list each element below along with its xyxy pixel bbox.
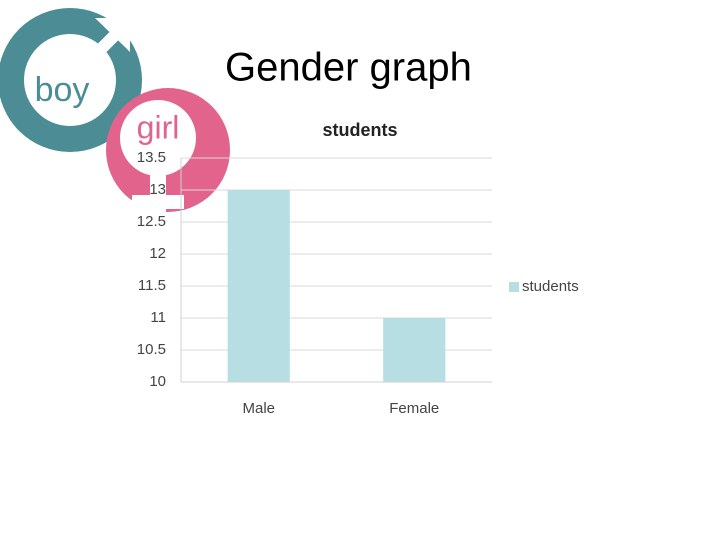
y-tick-label: 10 bbox=[149, 373, 166, 390]
bar bbox=[383, 318, 446, 382]
x-tick-label: Female bbox=[389, 400, 439, 417]
y-tick-label: 12.5 bbox=[137, 213, 166, 230]
girl-cross-bar bbox=[132, 195, 184, 209]
x-tick-label: Male bbox=[242, 400, 275, 417]
boy-ring bbox=[24, 34, 116, 126]
girl-ring bbox=[120, 100, 196, 176]
y-tick-label: 13 bbox=[149, 181, 166, 198]
legend-swatch bbox=[509, 282, 519, 292]
y-tick-label: 10.5 bbox=[137, 341, 166, 358]
chart-title: students bbox=[322, 120, 397, 140]
y-tick-label: 11 bbox=[150, 309, 166, 326]
boy-arrow-head bbox=[95, 18, 130, 52]
boy-label: boy bbox=[35, 71, 90, 109]
girl-label: girl bbox=[137, 109, 180, 145]
boy-icon: boy bbox=[0, 8, 142, 152]
y-tick-label: 11.5 bbox=[138, 277, 166, 294]
legend-label: students bbox=[522, 278, 579, 295]
bar bbox=[227, 190, 290, 382]
y-tick-label: 13.5 bbox=[137, 149, 166, 166]
girl-icon: girl bbox=[106, 88, 230, 217]
slide-title: Gender graph bbox=[225, 46, 472, 90]
y-tick-label: 12 bbox=[149, 245, 166, 262]
